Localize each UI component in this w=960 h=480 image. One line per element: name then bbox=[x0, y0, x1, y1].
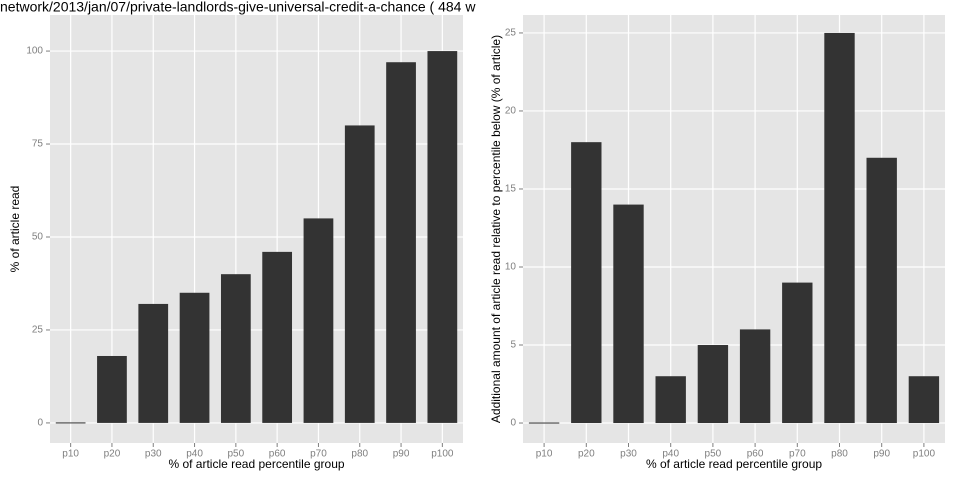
x-tick-label: p80 bbox=[831, 449, 848, 460]
bar bbox=[138, 303, 169, 423]
x-tick-label: p30 bbox=[620, 449, 637, 460]
y-tick-label: 25 bbox=[505, 28, 517, 39]
bar bbox=[655, 376, 686, 424]
bar bbox=[179, 292, 210, 423]
x-axis-title: % of article read percentile group bbox=[646, 457, 822, 471]
x-tick-label: p50 bbox=[228, 449, 245, 460]
y-tick-label: 5 bbox=[510, 340, 516, 351]
bar bbox=[427, 51, 458, 423]
x-tick-label: p40 bbox=[186, 449, 203, 460]
x-tick-label: p100 bbox=[431, 449, 454, 460]
x-tick-label: p100 bbox=[913, 449, 936, 460]
y-tick-label: 0 bbox=[37, 418, 43, 429]
bar bbox=[220, 274, 251, 423]
x-tick-label: p10 bbox=[536, 449, 553, 460]
bar bbox=[386, 62, 416, 423]
x-tick-label: p40 bbox=[662, 449, 679, 460]
bar bbox=[782, 282, 813, 424]
bar bbox=[908, 376, 940, 424]
y-tick-label: 100 bbox=[26, 46, 43, 57]
y-tick-label: 50 bbox=[32, 232, 44, 243]
x-tick-label: p50 bbox=[705, 449, 722, 460]
x-tick-label: p70 bbox=[789, 449, 806, 460]
y-tick-label: 20 bbox=[505, 106, 517, 117]
x-tick-label: p30 bbox=[145, 449, 162, 460]
x-tick-label: p90 bbox=[873, 449, 890, 460]
x-tick-label: p60 bbox=[747, 449, 764, 460]
x-tick-label: p80 bbox=[351, 449, 368, 460]
bar bbox=[571, 142, 602, 424]
chart-title: network/2013/jan/07/private-landlords-gi… bbox=[0, 0, 476, 15]
bar bbox=[262, 251, 293, 423]
bar bbox=[866, 157, 897, 424]
x-tick-label: p70 bbox=[310, 449, 327, 460]
x-tick-label: p20 bbox=[578, 449, 595, 460]
bar bbox=[528, 422, 560, 424]
y-tick-label: 0 bbox=[510, 418, 516, 429]
bar bbox=[824, 32, 855, 424]
x-axis-title: % of article read percentile group bbox=[168, 457, 344, 471]
bar bbox=[303, 218, 334, 423]
x-tick-label: p90 bbox=[393, 449, 410, 460]
y-tick-label: 10 bbox=[505, 262, 517, 273]
bar bbox=[344, 125, 375, 423]
bar bbox=[697, 345, 729, 424]
x-tick-label: p20 bbox=[104, 449, 121, 460]
bar bbox=[739, 329, 771, 424]
bar bbox=[55, 422, 86, 424]
y-tick-label: 25 bbox=[32, 325, 44, 336]
x-tick-label: p10 bbox=[62, 449, 79, 460]
bar bbox=[613, 204, 644, 424]
y-axis-title: % of article read bbox=[8, 186, 22, 273]
bar bbox=[97, 355, 127, 423]
x-tick-label: p60 bbox=[269, 449, 286, 460]
y-tick-label: 15 bbox=[505, 184, 517, 195]
y-tick-label: 75 bbox=[32, 139, 44, 150]
y-axis-title: Additional amount of article read relati… bbox=[489, 35, 503, 423]
